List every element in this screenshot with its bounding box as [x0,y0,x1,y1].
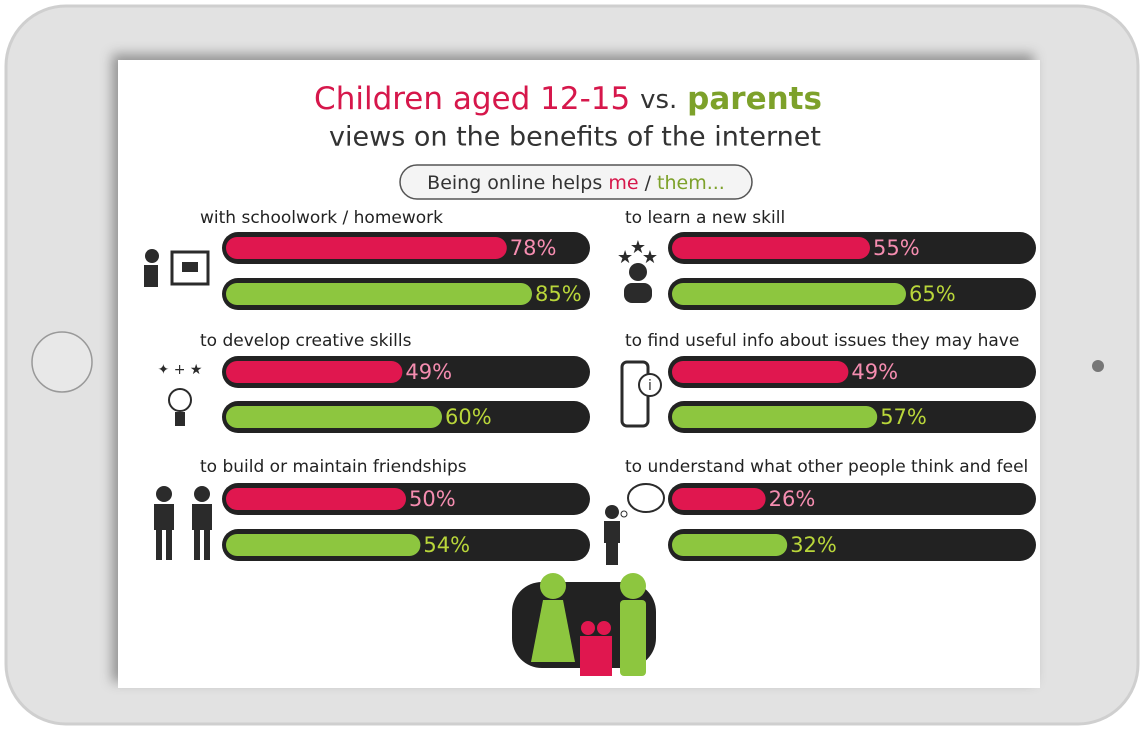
svg-text:★: ★ [642,247,658,268]
legend: Being online helps me / them... [427,172,725,194]
value-label: 26% [769,487,816,511]
icon-friends [154,486,212,560]
bar [226,361,403,383]
title-children: Children aged 12-15 [314,81,630,117]
value-label: 65% [909,282,956,306]
icon-teacher [144,249,210,287]
title: Children aged 12-15 vs. parents [314,81,822,117]
legend-pill [399,164,753,200]
bar [672,488,766,510]
bar [226,488,406,510]
bar [672,283,906,305]
svg-text:✦ + ★: ✦ + ★ [158,362,203,378]
icon-family [512,573,656,676]
bar [226,534,421,556]
legend-sep: / [645,172,652,194]
panel-title: to learn a new skill [625,208,785,228]
value-label: 60% [445,405,492,429]
value-label: 78% [510,236,557,260]
icon-thinking [604,483,665,565]
bar [672,361,849,383]
svg-text:★: ★ [617,247,633,268]
panel-title: to find useful info about issues they ma… [625,331,1019,351]
panel-title: to understand what other people think an… [625,457,1028,477]
legend-me: me [608,172,638,194]
title-vs: vs. [640,85,677,115]
legend-prefix: Being online helps [427,172,602,194]
value-label: 55% [873,236,920,260]
value-label: 49% [851,360,898,384]
bar [672,237,870,259]
bar [672,534,788,556]
icon-skill: ★★★ [617,237,658,303]
bar [226,406,442,428]
svg-text:i: i [648,378,652,394]
icon-phone: i [620,360,662,428]
bar [672,406,878,428]
icon-bulb: ✦ + ★ [158,362,203,426]
panel-title: to build or maintain friendships [200,457,467,477]
bar [226,237,507,259]
legend-them: them... [657,172,725,194]
camera [1092,360,1104,372]
value-label: 85% [535,282,582,306]
value-label: 50% [409,487,456,511]
value-label: 57% [880,405,927,429]
title-parents: parents [687,81,822,117]
panel-title: with schoolwork / homework [200,208,443,228]
bar [226,283,532,305]
svg-text:★: ★ [630,237,646,258]
value-label: 32% [790,533,837,557]
panel-title: to develop creative skills [200,331,412,351]
subtitle: views on the benefits of the internet [329,122,821,153]
value-label: 49% [405,360,452,384]
home-button [31,331,93,393]
value-label: 54% [423,533,470,557]
